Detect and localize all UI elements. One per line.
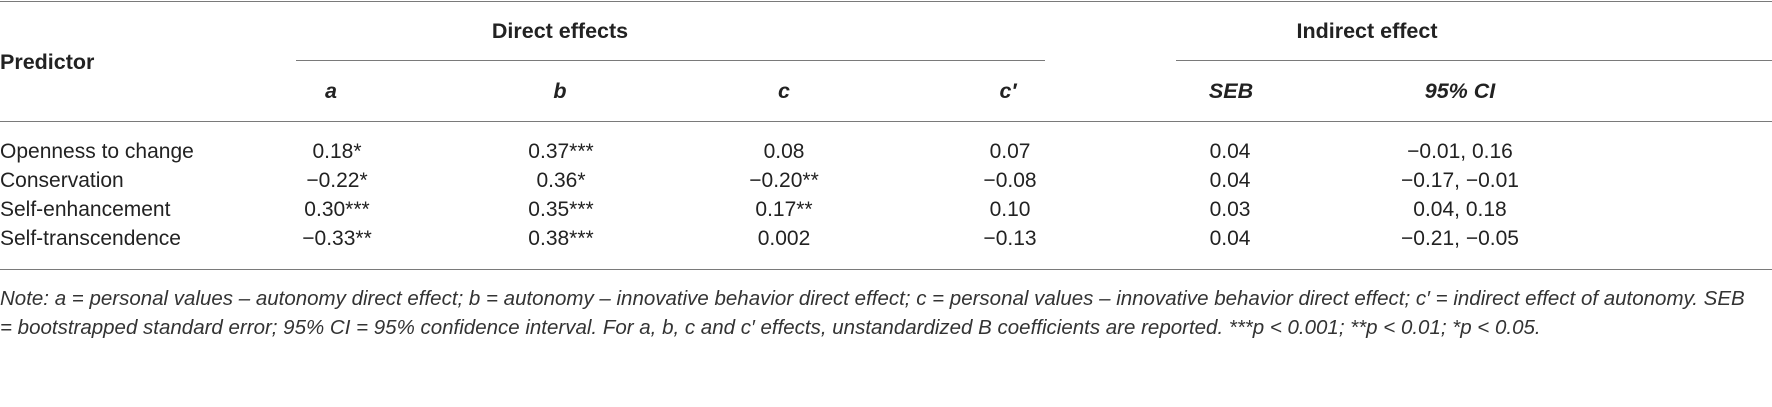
cell-c: 0.002 bbox=[757, 227, 811, 250]
cell-b: 0.35*** bbox=[528, 198, 594, 221]
header-bottom-rule bbox=[0, 121, 1772, 122]
cell-c-prime: −0.13 bbox=[983, 227, 1037, 250]
row-predictor: Conservation bbox=[0, 169, 124, 192]
cell-b: 0.36* bbox=[536, 169, 586, 192]
cell-seb: 0.04 bbox=[1209, 140, 1251, 163]
col-header-a: a bbox=[325, 79, 337, 103]
cell-seb: 0.04 bbox=[1209, 169, 1251, 192]
col-header-b: b bbox=[553, 79, 567, 103]
cell-c: 0.17** bbox=[755, 198, 813, 221]
cell-seb: 0.04 bbox=[1209, 227, 1251, 250]
direct-effects-header: Direct effects bbox=[491, 19, 629, 43]
row-predictor: Openness to change bbox=[0, 140, 194, 163]
cell-a: −0.22* bbox=[306, 169, 368, 192]
top-rule bbox=[0, 1, 1772, 2]
cell-c-prime: −0.08 bbox=[983, 169, 1037, 192]
cell-a: 0.30*** bbox=[304, 198, 370, 221]
cell-a: −0.33** bbox=[302, 227, 372, 250]
table-note: Note: a = personal values – autonomy dir… bbox=[0, 287, 1745, 339]
body-bottom-rule bbox=[0, 269, 1772, 270]
cell-a: 0.18* bbox=[312, 140, 362, 163]
cell-b: 0.37*** bbox=[528, 140, 594, 163]
direct-effects-underline bbox=[296, 60, 1045, 61]
indirect-effect-underline bbox=[1176, 60, 1772, 61]
indirect-effect-header: Indirect effect bbox=[1296, 19, 1438, 43]
predictor-header: Predictor bbox=[0, 50, 95, 74]
cell-ci: −0.01, 0.16 bbox=[1407, 140, 1513, 163]
cell-c-prime: 0.07 bbox=[989, 140, 1031, 163]
col-header-seb: SEB bbox=[1208, 79, 1254, 103]
cell-ci: 0.04, 0.18 bbox=[1413, 198, 1507, 221]
col-header-ci: 95% CI bbox=[1424, 79, 1496, 103]
cell-seb: 0.03 bbox=[1209, 198, 1251, 221]
cell-c-prime: 0.10 bbox=[989, 198, 1031, 221]
col-header-c: c bbox=[778, 79, 790, 103]
col-header-c-prime: c′ bbox=[999, 79, 1017, 103]
row-predictor: Self-transcendence bbox=[0, 227, 181, 250]
cell-ci: −0.17, −0.01 bbox=[1401, 169, 1519, 192]
cell-c: −0.20** bbox=[749, 169, 819, 192]
cell-c: 0.08 bbox=[763, 140, 805, 163]
cell-b: 0.38*** bbox=[528, 227, 594, 250]
row-predictor: Self-enhancement bbox=[0, 198, 171, 221]
cell-ci: −0.21, −0.05 bbox=[1401, 227, 1519, 250]
